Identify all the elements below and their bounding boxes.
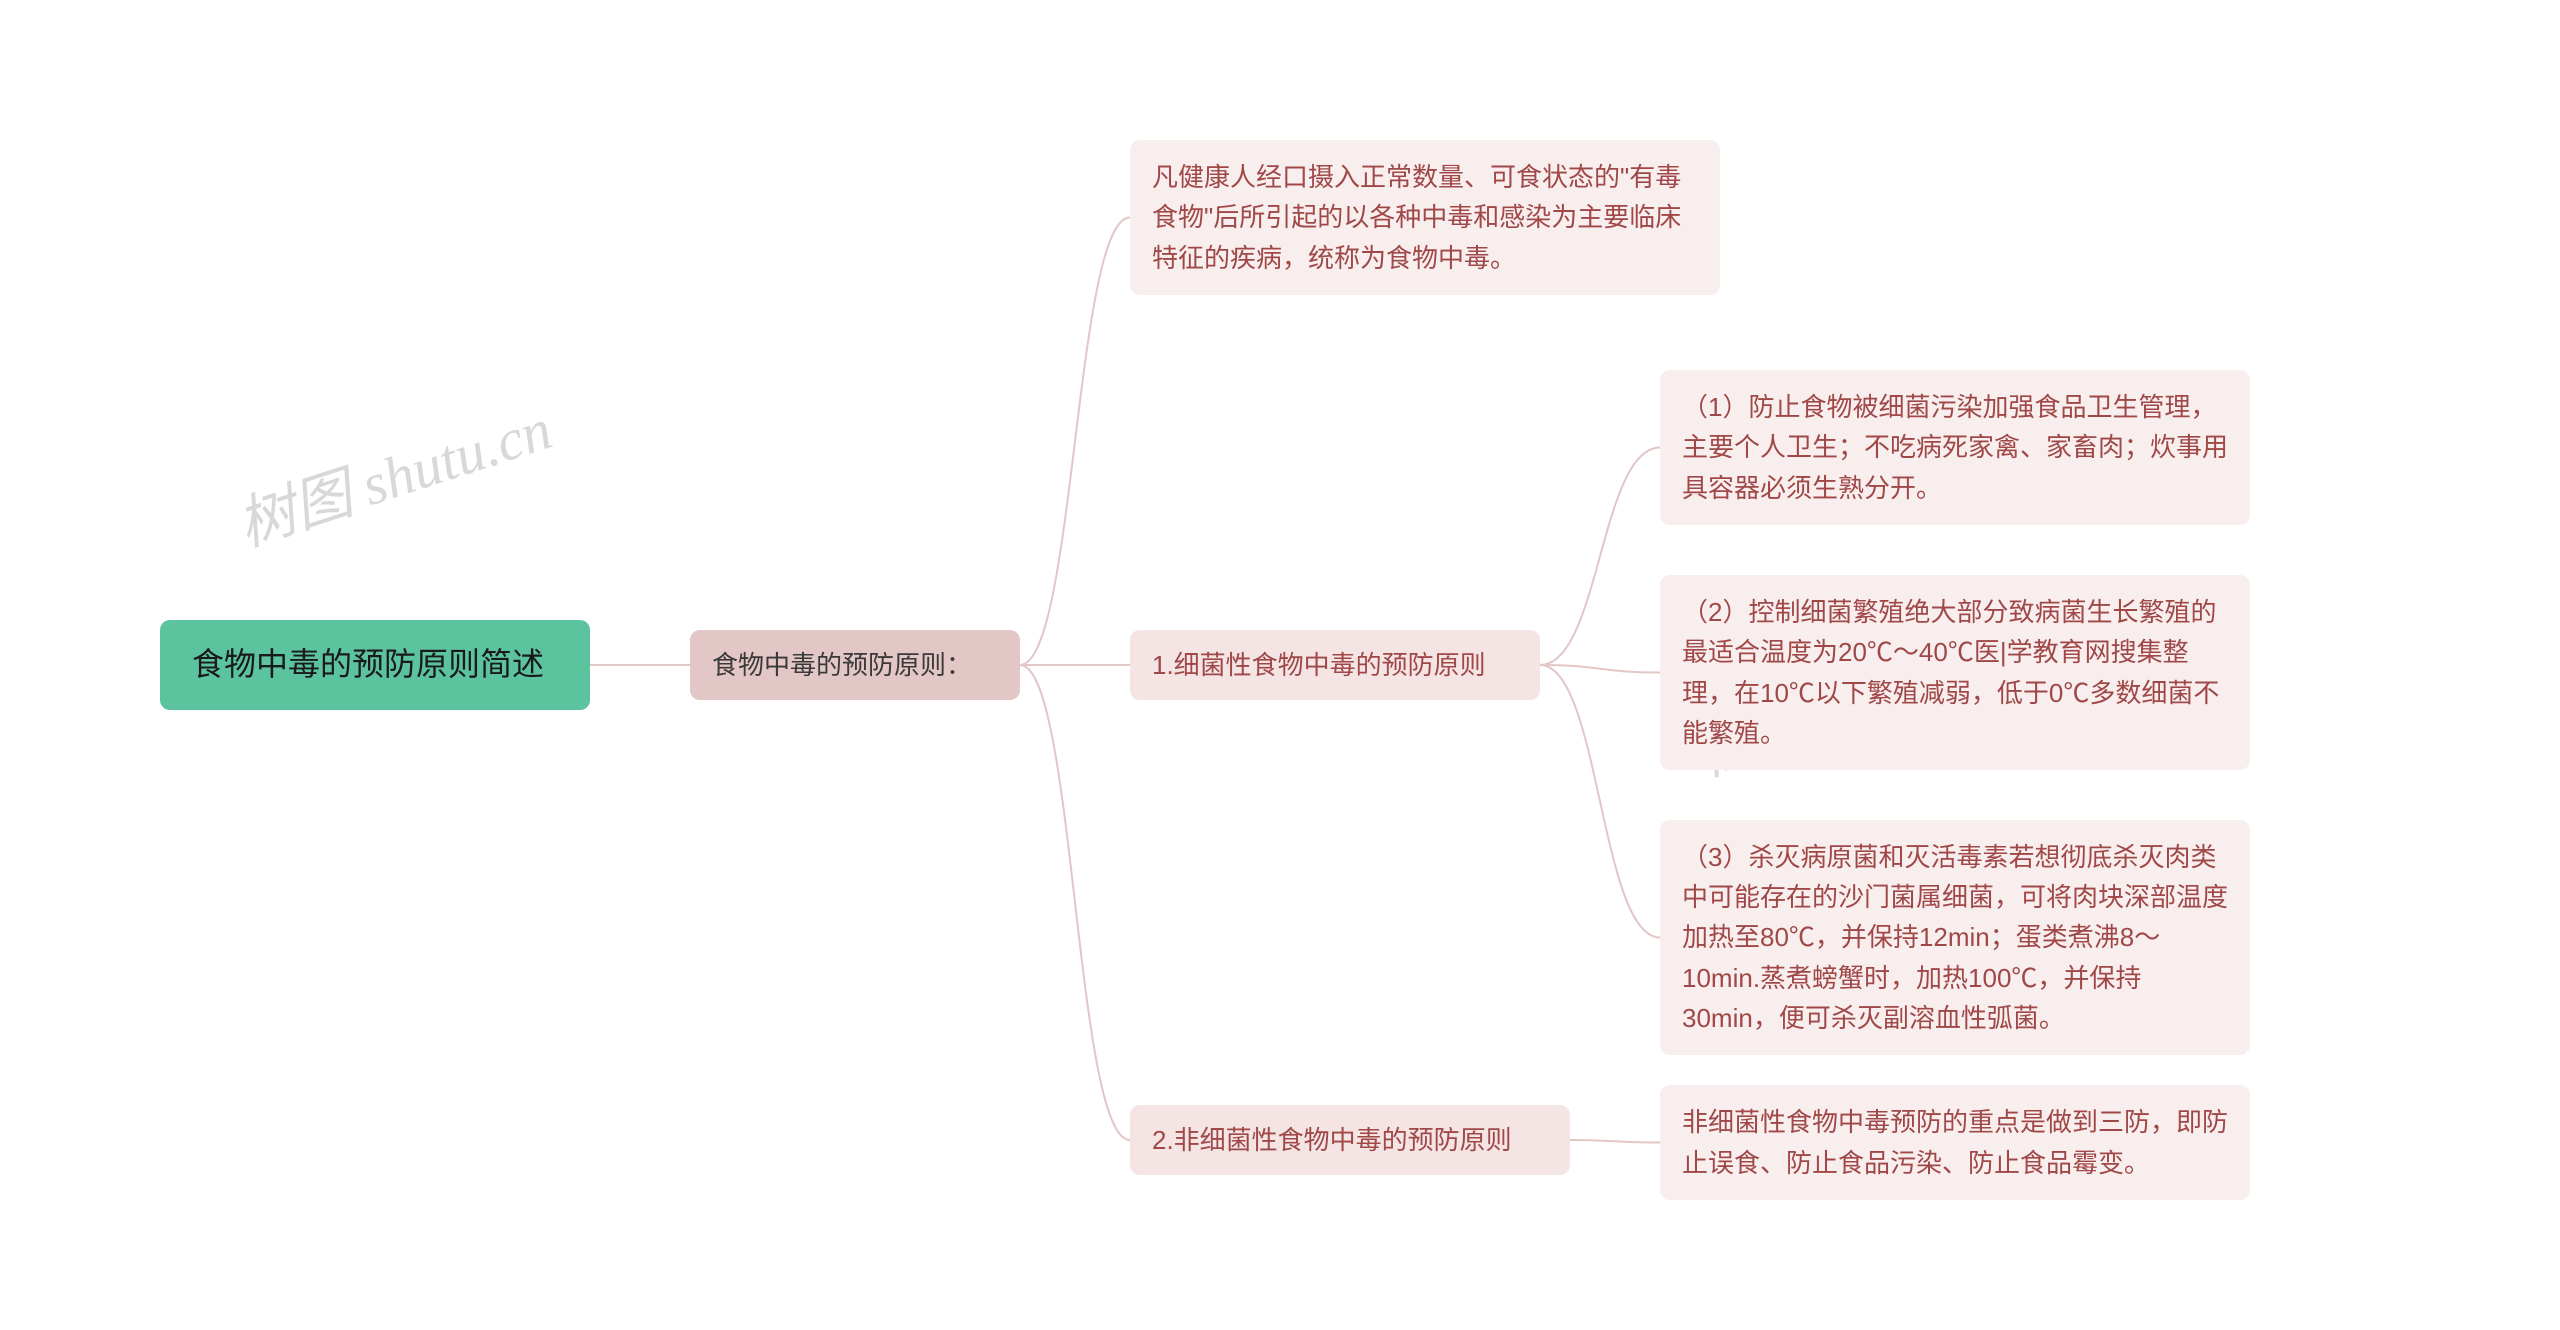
watermark: 树图 shutu.cn: [225, 382, 560, 562]
section2-node[interactable]: 2.非细菌性食物中毒的预防原则: [1130, 1105, 1570, 1175]
level1-node[interactable]: 食物中毒的预防原则：: [690, 630, 1020, 700]
mindmap-canvas: 树图 shutu.cn 树图 shutu.cn 食物中毒的预防原则简述 食物中毒…: [0, 0, 2560, 1330]
detail2-node[interactable]: （2）控制细菌繁殖绝大部分致病菌生长繁殖的最适合温度为20℃～40℃医|学教育网…: [1660, 575, 2250, 770]
detail1-node[interactable]: （1）防止食物被细菌污染加强食品卫生管理，主要个人卫生；不吃病死家禽、家畜肉；炊…: [1660, 370, 2250, 525]
section1-node[interactable]: 1.细菌性食物中毒的预防原则: [1130, 630, 1540, 700]
detail3-node[interactable]: （3）杀灭病原菌和灭活毒素若想彻底杀灭肉类中可能存在的沙门菌属细菌，可将肉块深部…: [1660, 820, 2250, 1055]
detail4-node[interactable]: 非细菌性食物中毒预防的重点是做到三防，即防止误食、防止食品污染、防止食品霉变。: [1660, 1085, 2250, 1200]
intro-node[interactable]: 凡健康人经口摄入正常数量、可食状态的"有毒食物"后所引起的以各种中毒和感染为主要…: [1130, 140, 1720, 295]
root-node[interactable]: 食物中毒的预防原则简述: [160, 620, 590, 710]
